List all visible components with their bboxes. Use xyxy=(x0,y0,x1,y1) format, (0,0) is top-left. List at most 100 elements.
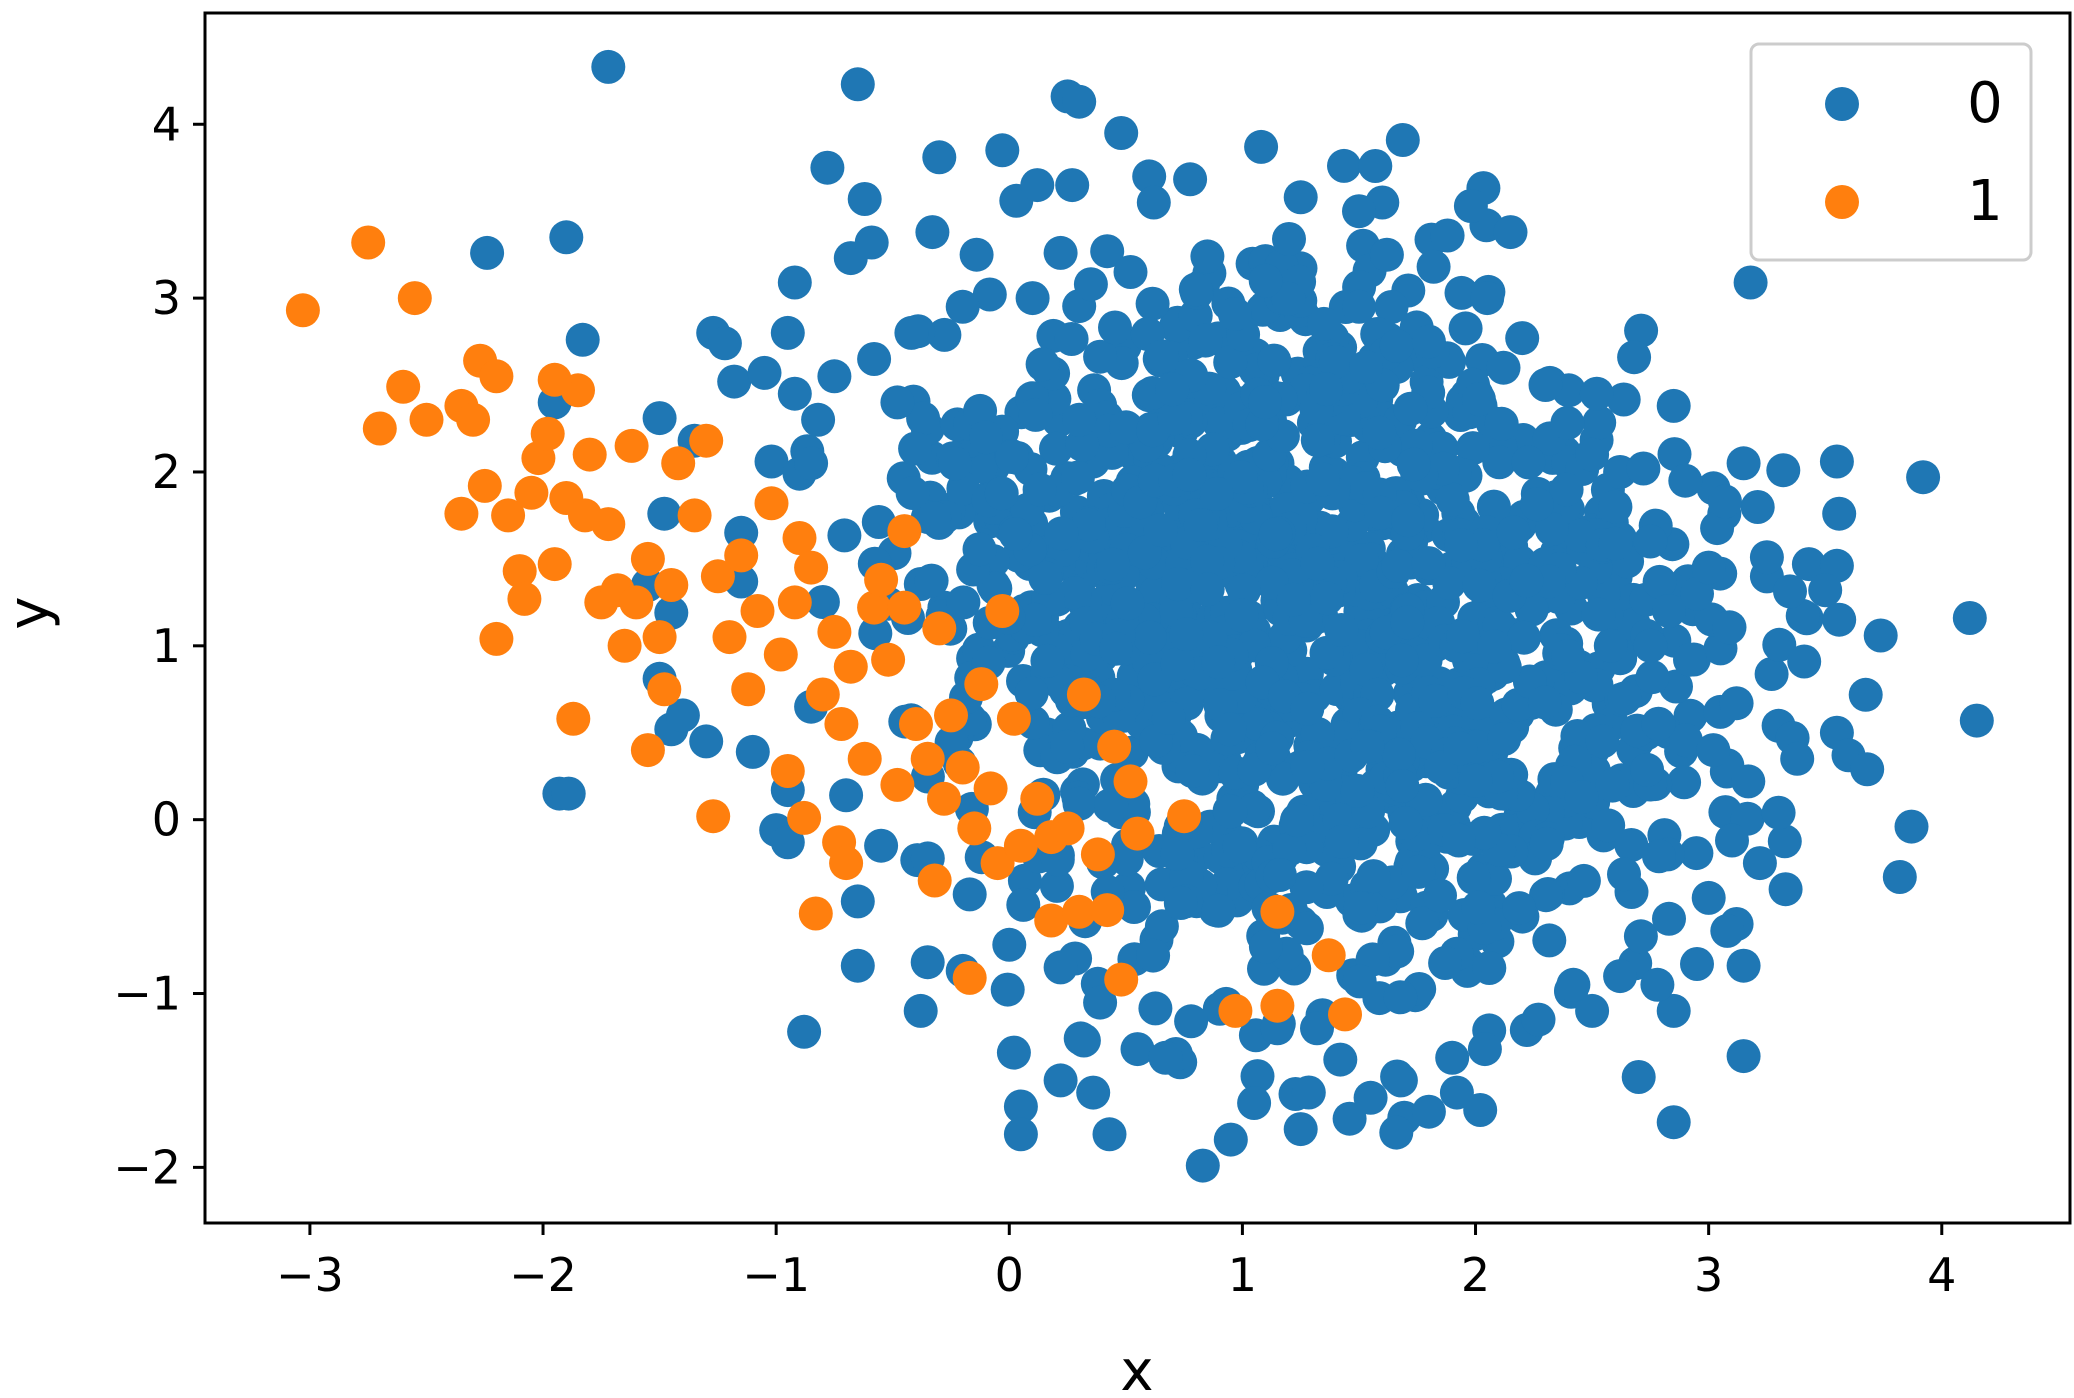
series-0-point xyxy=(1529,878,1563,913)
series-0-point xyxy=(861,505,896,539)
series-0-point xyxy=(1519,487,1554,522)
series-0-point xyxy=(1591,808,1626,843)
series-1-point xyxy=(614,428,649,463)
series-0-point xyxy=(1190,572,1225,607)
series-0-point xyxy=(1906,460,1941,495)
series-0-point xyxy=(1754,657,1789,691)
series-1-point xyxy=(1034,903,1069,938)
series-0-point xyxy=(1850,752,1885,787)
series-0-point xyxy=(1550,406,1585,440)
series-1-point xyxy=(1113,764,1148,799)
series-0-point xyxy=(1240,1059,1275,1094)
series-0-point xyxy=(1213,794,1248,829)
series-0-point xyxy=(1104,116,1139,150)
series-0-point xyxy=(1652,901,1686,936)
series-1-point xyxy=(630,541,665,576)
series-0-point xyxy=(1014,676,1049,711)
series-0-point xyxy=(1201,893,1236,928)
series-0-point xyxy=(1603,959,1638,994)
series-0-point xyxy=(1581,597,1616,632)
series-0-point xyxy=(1283,180,1318,215)
series-0-point xyxy=(1060,460,1095,495)
series-0-point xyxy=(1017,602,1052,637)
series-0-point xyxy=(1642,839,1676,874)
series-0-point xyxy=(1691,550,1726,585)
series-0-point xyxy=(1090,234,1125,269)
series-1-point xyxy=(700,559,735,594)
series-0-point xyxy=(1066,1023,1101,1058)
series-0-point xyxy=(1384,643,1419,678)
series-0-point xyxy=(1656,388,1691,423)
x-tick-label: 1 xyxy=(1228,1248,1257,1302)
series-0-point xyxy=(1733,265,1768,300)
series-0-point xyxy=(1808,573,1843,608)
series-0-point xyxy=(1455,431,1490,466)
series-0-point xyxy=(1136,938,1171,973)
series-1-point xyxy=(409,402,444,437)
y-tick-label: 0 xyxy=(152,793,181,847)
series-0-point xyxy=(864,828,899,863)
series-0-point xyxy=(1076,1075,1111,1110)
series-0-point xyxy=(995,440,1030,474)
series-1-point xyxy=(754,486,789,521)
series-0-point xyxy=(1043,235,1078,270)
series-0-point xyxy=(1566,863,1601,898)
series-1-point xyxy=(537,547,572,582)
series-1-point xyxy=(770,754,805,788)
series-0-point xyxy=(1549,472,1584,507)
series-0-point xyxy=(1579,376,1614,411)
series-0-point xyxy=(1680,576,1714,611)
series-0-point xyxy=(1374,290,1409,324)
series-1-point xyxy=(973,771,1008,806)
series-0-point xyxy=(1641,706,1676,741)
series-0-point xyxy=(1257,343,1292,378)
series-0-point xyxy=(647,496,682,531)
series-0-point xyxy=(1679,836,1714,871)
series-1-point xyxy=(1003,828,1038,863)
series-0-point xyxy=(1726,948,1761,983)
series-1-point xyxy=(1260,894,1295,929)
series-0-point xyxy=(1435,482,1470,517)
series-0-point xyxy=(1342,964,1377,999)
series-0-point xyxy=(1309,372,1344,407)
series-1-point xyxy=(1020,781,1055,816)
series-1-point xyxy=(945,750,980,785)
series-0-point xyxy=(992,927,1027,962)
series-0-point xyxy=(1391,503,1425,538)
series-1-point xyxy=(952,960,987,995)
series-1-point xyxy=(479,359,514,394)
series-0-point xyxy=(1094,788,1129,822)
series-0-point xyxy=(1145,339,1180,374)
series-1-point xyxy=(829,846,864,881)
x-tick-label: 3 xyxy=(1694,1248,1723,1302)
series-0-point xyxy=(1213,1122,1248,1157)
series-0-point xyxy=(1318,344,1353,379)
series-0-point xyxy=(1607,857,1641,892)
series-1-point xyxy=(763,637,798,672)
series-0-point xyxy=(858,616,893,651)
series-0-point xyxy=(1472,951,1507,985)
series-0-point xyxy=(1148,1040,1183,1075)
series-0-point xyxy=(747,355,782,390)
series-0-point xyxy=(1280,803,1314,838)
series-0-point xyxy=(1083,985,1118,1020)
series-0-point xyxy=(1762,627,1797,662)
series-0-point xyxy=(1458,763,1493,798)
y-axis-label: y xyxy=(0,596,62,629)
series-1-point xyxy=(731,672,766,707)
series-0-point xyxy=(917,501,952,536)
series-1-point xyxy=(661,446,696,481)
series-1-point xyxy=(712,620,747,655)
series-0-point xyxy=(1564,780,1599,815)
series-0-point xyxy=(1467,1032,1502,1067)
legend-label-0: 0 xyxy=(1967,71,2003,136)
series-1-point xyxy=(957,811,992,846)
series-0-point xyxy=(1476,489,1511,524)
series-1-point xyxy=(964,667,999,702)
x-axis-label: x xyxy=(1120,1339,1153,1394)
series-0-point xyxy=(1062,402,1097,437)
series-0-point xyxy=(1289,870,1324,905)
series-0-point xyxy=(922,140,957,175)
series-0-point xyxy=(1222,829,1257,864)
